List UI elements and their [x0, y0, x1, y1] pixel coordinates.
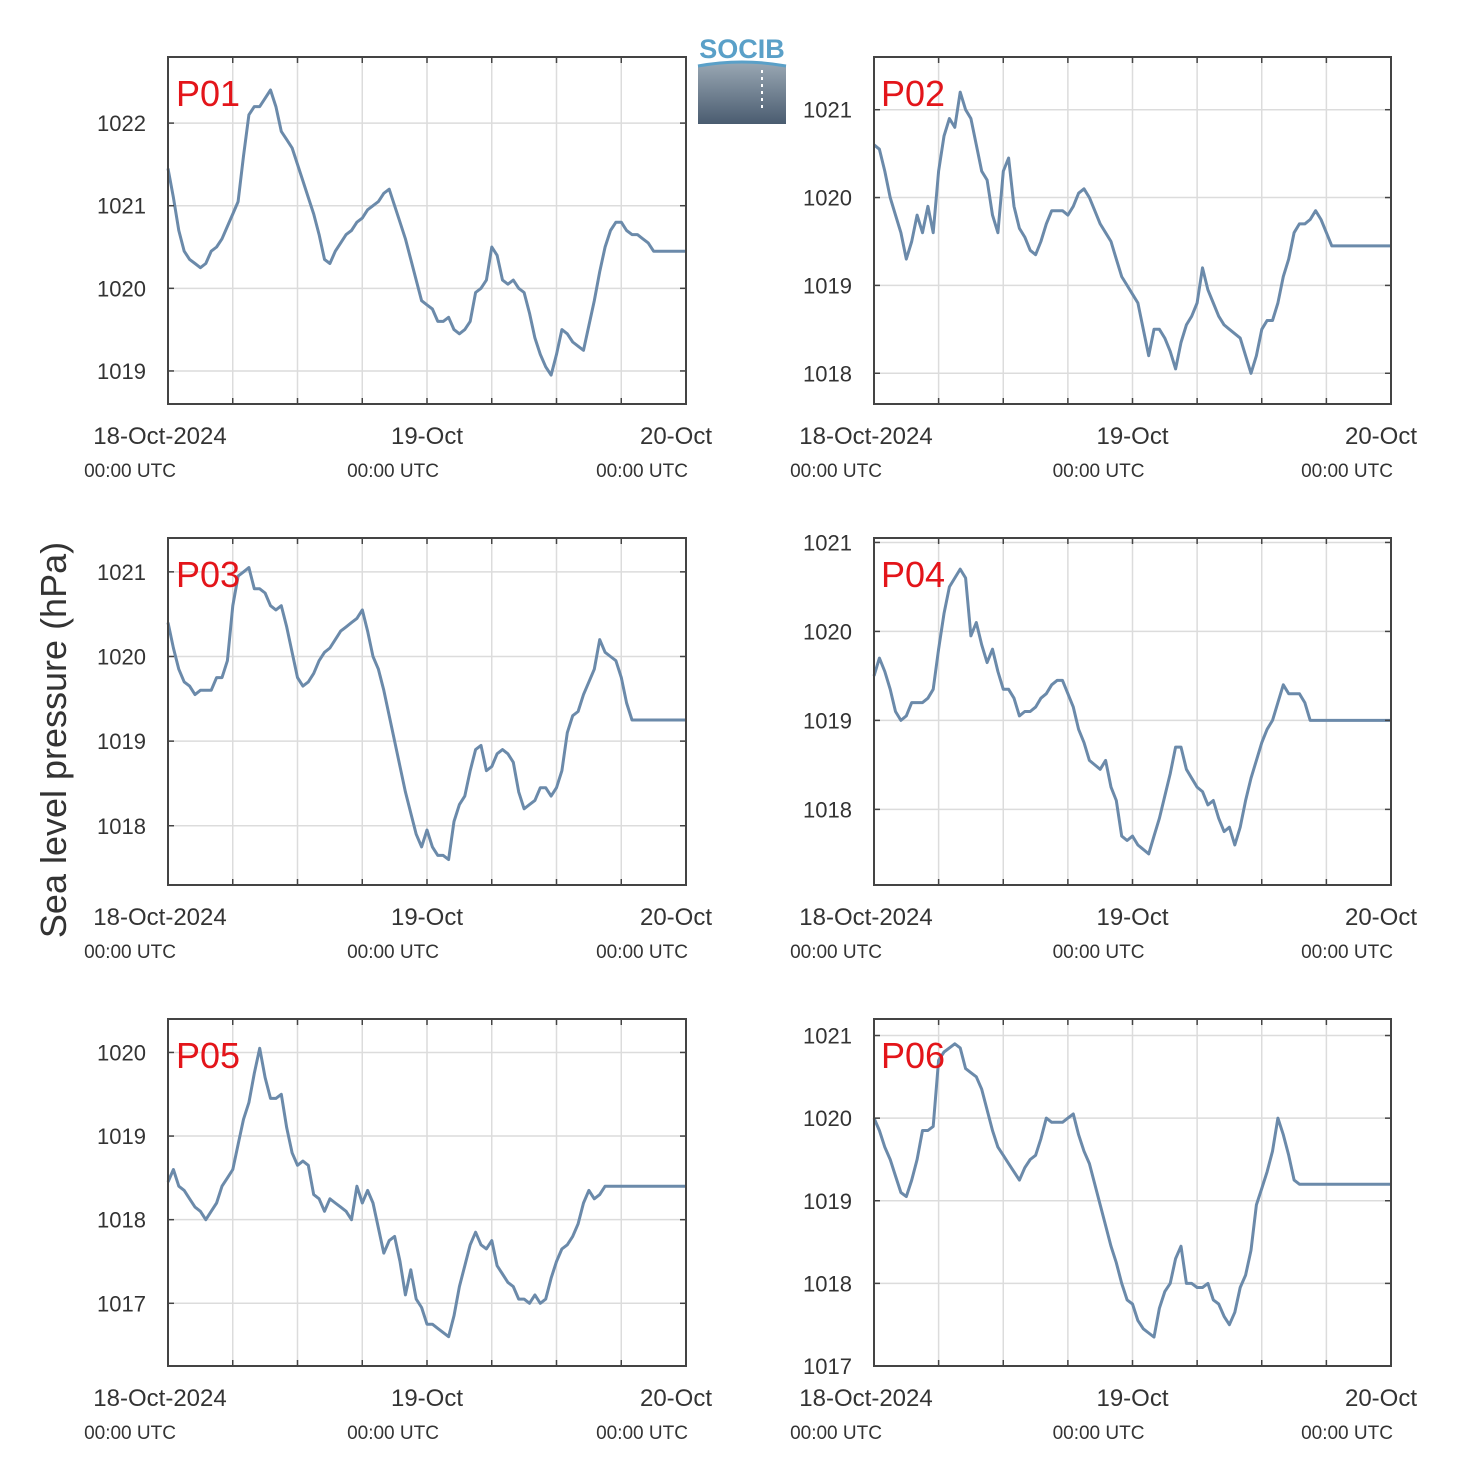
x-tick-date-label: 19-Oct: [391, 904, 463, 931]
x-tick-time-label: 00:00 UTC: [347, 461, 439, 482]
series-line-p03: [166, 566, 686, 862]
x-tick-time-label: 00:00 UTC: [1053, 1423, 1145, 1444]
panel-p05: P05 1017 1018 1019 1020 18-Oct-2024 00:00 UTC…: [84, 1018, 712, 1444]
y-tick-label: 1019: [803, 708, 852, 733]
x-tick-date-label: 20-Oct: [640, 1385, 712, 1412]
x-tick-date-label: 20-Oct: [1345, 423, 1417, 450]
series-line-p02: [873, 90, 1391, 375]
y-tick-label: 1017: [803, 1354, 852, 1379]
socib-logo: SOCIB: [697, 34, 787, 124]
y-axis-label: Sea level pressure (hPa): [33, 542, 74, 938]
y-tick-label: 1020: [803, 186, 852, 211]
axes-frame: [873, 1018, 1392, 1367]
x-tick-time-label: 00:00 UTC: [84, 1423, 176, 1444]
panel-label-p03: P03: [176, 554, 240, 595]
x-tick-date-label: 18-Oct-2024: [93, 1385, 226, 1412]
y-tick-label: 1018: [803, 361, 852, 386]
x-tick-date-label: 20-Oct: [640, 904, 712, 931]
x-tick-date-label: 20-Oct: [1345, 1385, 1417, 1412]
panel-label-p01: P01: [176, 73, 240, 114]
x-tick-time-label: 00:00 UTC: [1301, 942, 1393, 963]
panel-p01: P01 1019 1020 1021 1022 18-Oct-2024 00:00 UTC…: [84, 56, 712, 482]
y-tick-label: 1019: [97, 1124, 146, 1149]
panel-p06: P06 1017 1018 1019 1020 1021 18-Oct-2024 00:00…: [790, 1018, 1417, 1444]
x-tick-date-label: 19-Oct: [391, 1385, 463, 1412]
x-tick-date-label: 18-Oct-2024: [93, 904, 226, 931]
panel-p04: P04 1018 1019 1020 1021 18-Oct-2024 00:00 UTC…: [790, 530, 1417, 963]
axes-frame: [167, 537, 687, 886]
y-tick-label: 1020: [97, 644, 146, 669]
x-tick-date-label: 19-Oct: [1096, 904, 1168, 931]
series-line-p06: [872, 1042, 1391, 1339]
y-tick-label: 1018: [803, 1271, 852, 1296]
x-tick-time-label: 00:00 UTC: [596, 942, 688, 963]
y-tick-label: 1020: [97, 276, 146, 301]
x-tick-time-label: 00:00 UTC: [84, 942, 176, 963]
x-tick-date-label: 20-Oct: [640, 423, 712, 450]
y-tick-label: 1019: [803, 1189, 852, 1214]
x-tick-date-label: 18-Oct-2024: [799, 423, 932, 450]
series-line-p04: [872, 567, 1391, 856]
x-tick-time-label: 00:00 UTC: [347, 1423, 439, 1444]
y-tick-label: 1021: [803, 1024, 852, 1049]
x-tick-date-label: 19-Oct: [1096, 423, 1168, 450]
axes-frame: [873, 537, 1392, 886]
y-tick-label: 1019: [97, 359, 146, 384]
x-tick-date-label: 18-Oct-2024: [799, 904, 932, 931]
x-tick-date-label: 18-Oct-2024: [799, 1385, 932, 1412]
panel-label-p06: P06: [881, 1035, 945, 1076]
x-tick-date-label: 19-Oct: [391, 423, 463, 450]
x-tick-date-label: 18-Oct-2024: [93, 423, 226, 450]
x-tick-time-label: 00:00 UTC: [790, 1423, 882, 1444]
y-tick-label: 1017: [97, 1291, 146, 1316]
y-tick-label: 1022: [97, 111, 146, 136]
panel-label-p05: P05: [176, 1035, 240, 1076]
y-tick-label: 1018: [803, 797, 852, 822]
y-tick-label: 1018: [97, 1208, 146, 1233]
axes-frame: [873, 56, 1392, 405]
socib-logo-text: SOCIB: [699, 34, 785, 64]
x-tick-time-label: 00:00 UTC: [596, 461, 688, 482]
x-tick-time-label: 00:00 UTC: [596, 1423, 688, 1444]
x-tick-time-label: 00:00 UTC: [1301, 1423, 1393, 1444]
y-tick-label: 1020: [97, 1040, 146, 1065]
panel-p03: P03 1018 1019 1020 1021 18-Oct-2024 00:00 UTC…: [84, 537, 712, 963]
x-tick-time-label: 00:00 UTC: [1053, 942, 1145, 963]
socib-logo-wave-icon: [698, 62, 786, 124]
series-line-p05: [166, 1046, 686, 1339]
y-tick-label: 1021: [803, 98, 852, 123]
x-tick-time-label: 00:00 UTC: [84, 461, 176, 482]
panel-label-p04: P04: [881, 554, 945, 595]
x-tick-time-label: 00:00 UTC: [790, 461, 882, 482]
axes-frame: [167, 1018, 687, 1367]
x-tick-time-label: 00:00 UTC: [1301, 461, 1393, 482]
y-tick-label: 1020: [803, 619, 852, 644]
y-tick-label: 1020: [803, 1106, 852, 1131]
x-tick-time-label: 00:00 UTC: [790, 942, 882, 963]
x-tick-time-label: 00:00 UTC: [1053, 461, 1145, 482]
y-tick-label: 1019: [97, 729, 146, 754]
y-tick-label: 1021: [803, 530, 852, 555]
axes-frame: [167, 56, 687, 405]
y-tick-label: 1021: [97, 194, 146, 219]
x-tick-date-label: 19-Oct: [1096, 1385, 1168, 1412]
y-tick-label: 1021: [97, 560, 146, 585]
y-tick-label: 1019: [803, 273, 852, 298]
y-tick-label: 1018: [97, 814, 146, 839]
panel-p02: P02 1018 1019 1020 1021 18-Oct-2024 00:00 UTC…: [790, 56, 1417, 482]
panel-label-p02: P02: [881, 73, 945, 114]
x-tick-date-label: 20-Oct: [1345, 904, 1417, 931]
series-line-p01: [166, 88, 686, 377]
x-tick-time-label: 00:00 UTC: [347, 942, 439, 963]
